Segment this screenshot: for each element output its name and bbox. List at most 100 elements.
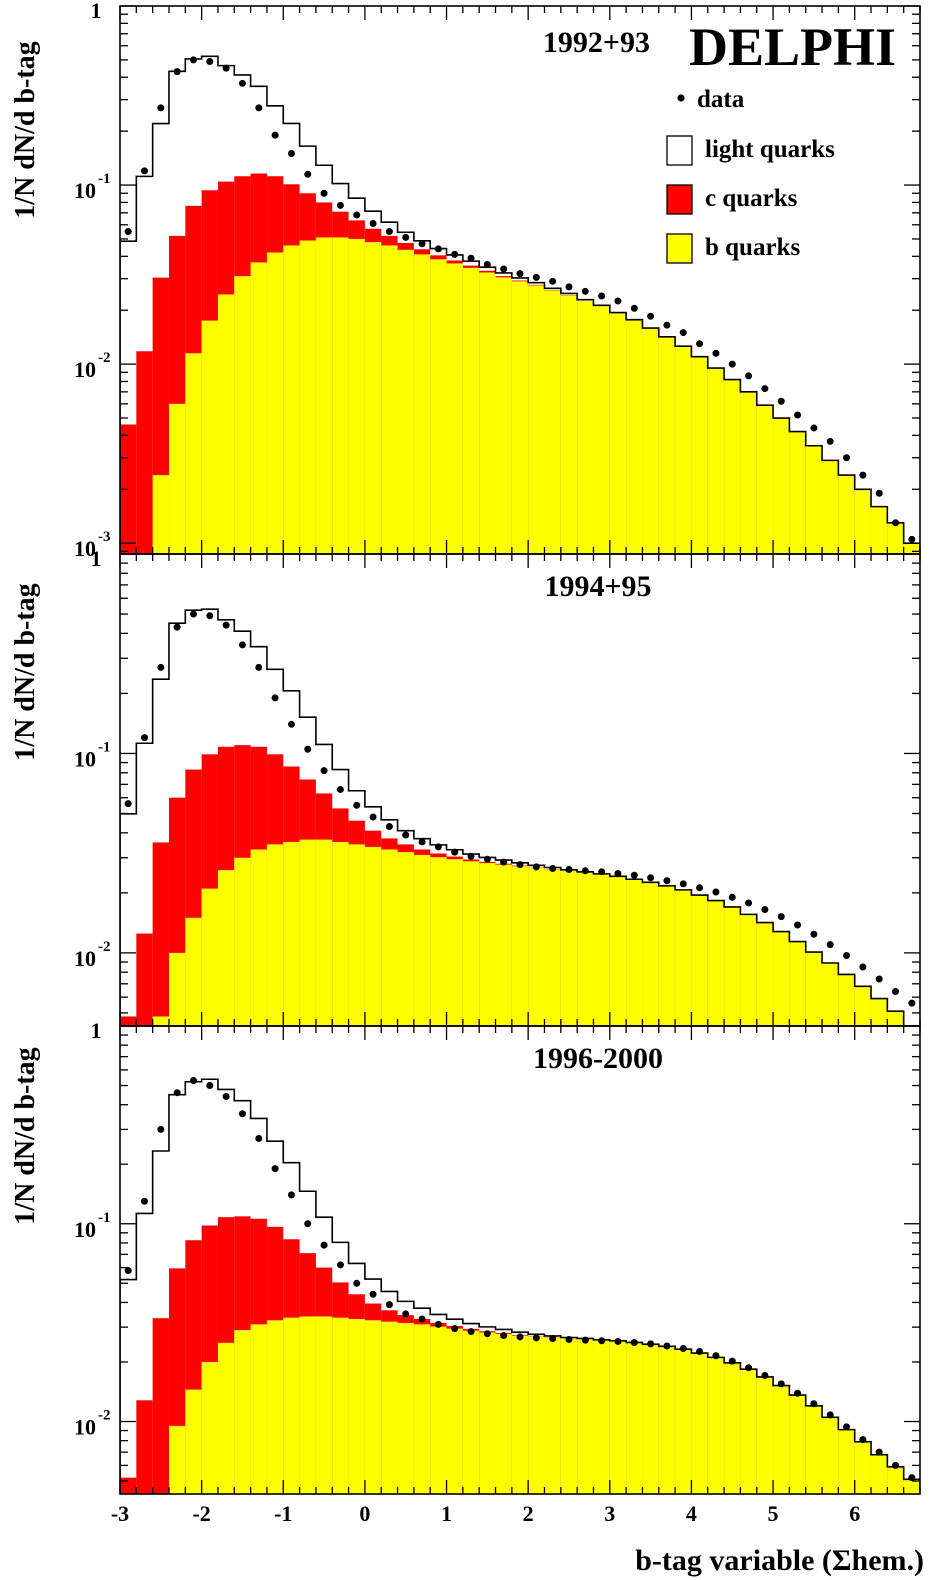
data-point [320, 1241, 328, 1249]
b-bar [626, 320, 643, 554]
x-tick-labels: -3 -2 -1 0 1 2 3 4 5 6 [111, 1501, 860, 1526]
data-point [598, 292, 606, 300]
data-point [794, 921, 802, 929]
data-point [304, 745, 312, 753]
data-point [402, 1310, 410, 1318]
b-bar [250, 262, 268, 554]
data-point [761, 385, 769, 393]
data-point [532, 273, 540, 281]
b-bar [691, 895, 709, 1026]
b-bar [381, 1321, 398, 1494]
b-bar [560, 295, 578, 554]
b-bar [217, 870, 235, 1026]
x-tick-label: 5 [768, 1501, 779, 1526]
data-point [500, 265, 508, 273]
legend: data light quarks c quarks b quarks [666, 86, 835, 264]
data-point [271, 1165, 279, 1173]
b-bar [299, 1316, 317, 1494]
data-point [451, 1325, 459, 1333]
data-point [206, 57, 214, 65]
b-bar [266, 1320, 284, 1494]
data-point [483, 261, 491, 269]
data-point [353, 1279, 361, 1287]
data-point [532, 1334, 540, 1342]
b-bar [854, 1441, 872, 1494]
b-bar [479, 1332, 496, 1494]
b-bar [691, 356, 709, 554]
data-point [287, 150, 295, 158]
mc-total-outline [120, 1078, 920, 1494]
b-bar [495, 277, 513, 554]
data-point [581, 867, 589, 875]
b-bar [479, 272, 496, 554]
b-bar [756, 1376, 774, 1494]
b-bar [789, 431, 807, 554]
data-point [908, 1474, 916, 1482]
x-tick-label: 0 [359, 1501, 370, 1526]
y-tick-exponent: -2 [98, 939, 111, 955]
data-point [532, 863, 540, 871]
b-bar [593, 874, 611, 1026]
data-point [173, 623, 181, 631]
data-point [859, 471, 867, 479]
data-point [369, 219, 377, 227]
data-point [728, 360, 736, 368]
data-point [810, 424, 818, 432]
experiment-label: DELPHI [689, 17, 896, 77]
data-point [647, 312, 655, 320]
x-tick-label: -2 [192, 1501, 210, 1526]
data-point [157, 663, 165, 671]
data-point [859, 963, 867, 971]
x-axis-label: b-tag variable (Σhem.) [635, 1544, 924, 1577]
b-bar [740, 1369, 758, 1494]
b-bar [838, 974, 856, 1026]
data-point [353, 211, 361, 219]
y-tick-exponent: -1 [98, 171, 111, 187]
b-bar [299, 839, 317, 1026]
b-bar [871, 998, 888, 1026]
y-tick-label: 1 [91, 0, 102, 23]
data-point [630, 1338, 638, 1346]
y-axis-label-panel-2: 1/N dN/d b-tag [10, 583, 41, 760]
legend-data-marker [677, 94, 685, 102]
data-point [614, 297, 622, 305]
b-bar [642, 328, 660, 554]
b-bar [593, 1340, 611, 1494]
b-bar [626, 1342, 643, 1494]
b-bar [773, 1385, 790, 1494]
b-bar [168, 1425, 186, 1494]
b-bar [201, 888, 219, 1026]
y-tick-label: 10 [74, 536, 96, 561]
y-tick-exponent: -1 [98, 1210, 111, 1226]
b-bar [903, 543, 920, 554]
b-bar [381, 245, 398, 554]
light-bar [120, 813, 137, 1026]
y-tick-label: 10 [74, 946, 96, 971]
x-tick-label: 1 [441, 1501, 452, 1526]
legend-b-swatch [666, 233, 693, 264]
data-point [255, 663, 263, 671]
data-point [222, 1093, 230, 1101]
b-bar [691, 1353, 709, 1494]
data-point [140, 167, 148, 175]
data-point [745, 1364, 753, 1372]
data-point [875, 489, 883, 497]
b-bar [560, 1338, 578, 1494]
b-bar [642, 882, 660, 1026]
plot-area-2 [120, 608, 920, 1026]
data-point [663, 877, 671, 885]
b-bar [528, 867, 545, 1026]
x-tick-label: 6 [849, 1501, 860, 1526]
b-bar [871, 1454, 888, 1494]
data-point [189, 56, 197, 64]
data-point [679, 880, 687, 888]
b-bar [364, 242, 382, 554]
b-bar [168, 403, 186, 554]
data-point [565, 865, 573, 873]
data-point [140, 1197, 148, 1205]
c-bar [120, 1477, 137, 1494]
b-bar [283, 1317, 300, 1494]
light-bar [120, 1279, 137, 1494]
b-bar [201, 1361, 219, 1494]
b-bar [887, 1466, 905, 1494]
